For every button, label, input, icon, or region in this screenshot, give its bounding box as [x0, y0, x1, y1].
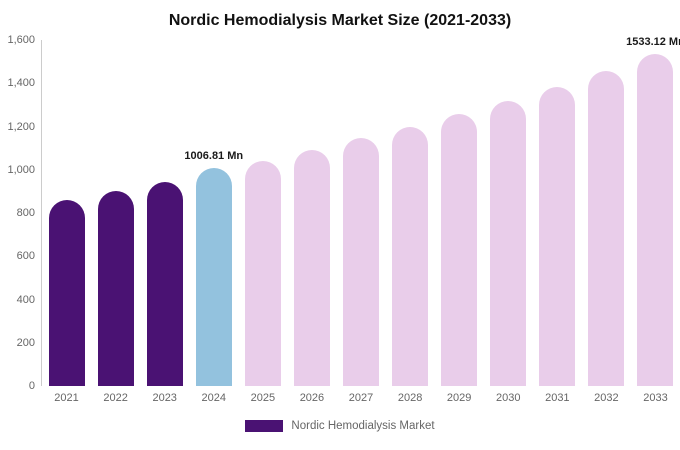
bar-slot-2021: 2021 [42, 40, 91, 404]
x-axis-label-2033: 2033 [643, 392, 668, 404]
y-axis-label-200: 200 [16, 336, 35, 349]
bar-2031[interactable] [539, 86, 576, 386]
chart-body: 0 200 400 600 800 1,000 1,200 1,400 1,600 2021 20… [0, 34, 680, 404]
legend[interactable]: Nordic Hemodialysis Market [0, 420, 680, 432]
y-axis-label-800: 800 [16, 207, 35, 219]
bar-slot-2033: 2033 1533.12 Mn [626, 36, 680, 404]
x-axis-label-2021: 2021 [54, 392, 79, 404]
x-axis-label-2027: 2027 [348, 392, 374, 404]
x-axis-label-2029: 2029 [446, 392, 472, 404]
y-axis-label-400: 400 [16, 293, 35, 306]
bar-slot-2022: 2022 [91, 40, 140, 404]
bar-2028[interactable] [392, 126, 429, 386]
bar-slot-2026: 2026 [287, 40, 336, 404]
bar-2023[interactable] [146, 181, 183, 386]
x-axis-label-2022: 2022 [103, 392, 128, 404]
bar-2033[interactable] [637, 54, 674, 386]
bar-2029[interactable] [441, 113, 478, 386]
bar-2026[interactable] [293, 150, 330, 386]
data-label-2033: 1533.12 Mn [626, 36, 680, 49]
y-axis: 0 200 400 600 800 1,000 1,200 1,400 1,600 [0, 34, 42, 392]
bar-2032[interactable] [588, 71, 625, 386]
bar-slot-2029: 2029 [435, 40, 484, 404]
data-label-2024: 1006.81 Mn [184, 150, 244, 163]
bar-slot-2030: 2030 [484, 40, 533, 404]
bar-2022[interactable] [97, 191, 134, 386]
bar-slot-2032: 2032 [582, 40, 631, 404]
y-axis-label-1,200: 1,200 [7, 120, 35, 133]
bar-slot-2027: 2027 [336, 40, 385, 404]
y-axis-label-1,400: 1,400 [7, 77, 35, 90]
plot-area: 2021 2022 2023 2024 1006.81 Mn 2025 2026 2027 20… [42, 36, 680, 404]
legend-swatch [245, 420, 284, 432]
bar-2030[interactable] [490, 100, 527, 386]
x-axis-label-2032: 2032 [594, 392, 619, 404]
x-axis-label-2025: 2025 [250, 392, 276, 404]
x-axis-label-2023: 2023 [152, 392, 177, 404]
bar-2021[interactable] [48, 200, 85, 386]
bar-slot-2023: 2023 [140, 40, 189, 404]
x-axis-label-2031: 2031 [545, 392, 570, 404]
bar-2024[interactable] [195, 168, 232, 386]
bar-slot-2025: 2025 [238, 40, 287, 404]
legend-label: Nordic Hemodialysis Market [291, 420, 435, 432]
x-axis-label-2030: 2030 [496, 392, 521, 404]
x-axis-label-2024: 2024 [201, 392, 227, 404]
x-axis-label-2028: 2028 [397, 392, 423, 404]
chart-title: Nordic Hemodialysis Market Size (2021-20… [168, 12, 512, 29]
y-axis-label-600: 600 [16, 250, 35, 263]
bar-2025[interactable] [244, 161, 281, 386]
y-axis-label-1,000: 1,000 [7, 163, 35, 176]
bar-slot-2028: 2028 [386, 40, 435, 404]
y-axis-label-1,600: 1,600 [7, 34, 35, 46]
bar-slot-2024: 2024 1006.81 Mn [184, 40, 243, 404]
bar-slot-2031: 2031 [533, 40, 582, 404]
x-axis-label-2026: 2026 [299, 392, 325, 404]
y-axis-label-0: 0 [28, 380, 35, 392]
bar-2027[interactable] [343, 138, 379, 386]
